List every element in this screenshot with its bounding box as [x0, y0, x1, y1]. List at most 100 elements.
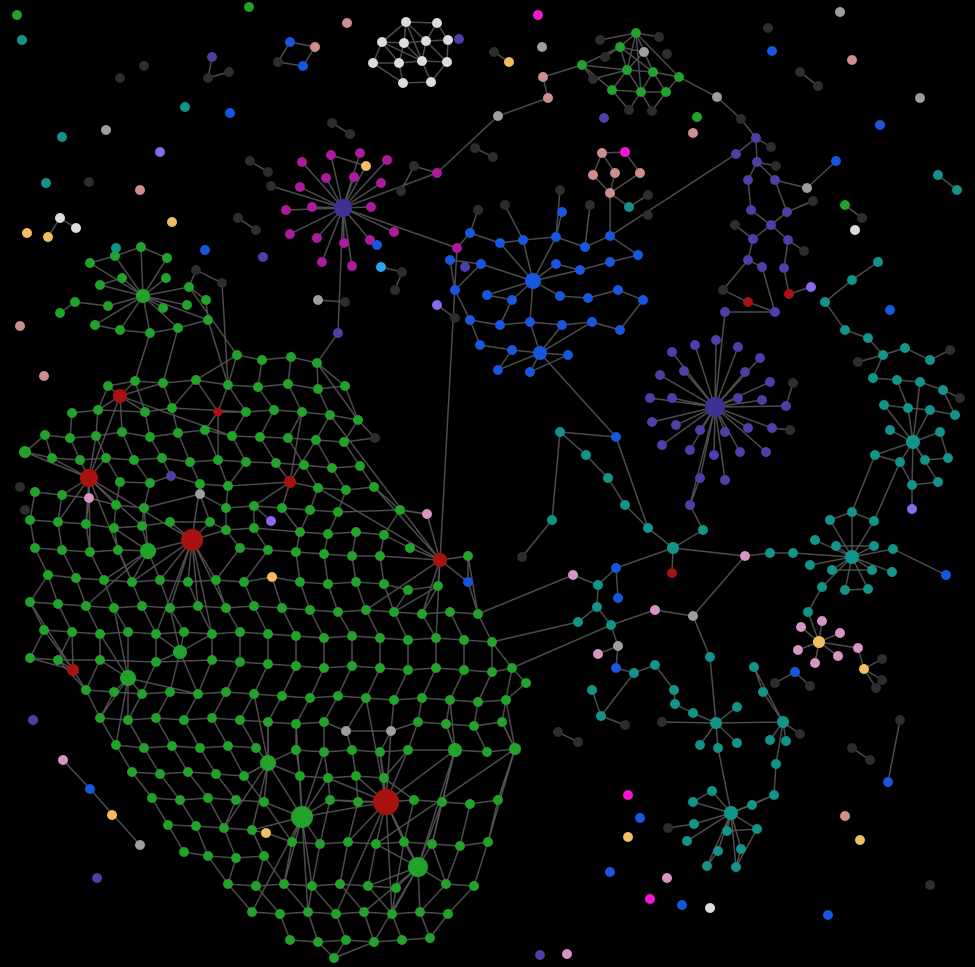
graph-node[interactable]: [779, 263, 789, 273]
graph-node[interactable]: [157, 453, 167, 463]
graph-node[interactable]: [623, 790, 633, 800]
graph-node[interactable]: [869, 541, 879, 551]
graph-node[interactable]: [319, 633, 329, 643]
graph-node[interactable]: [184, 282, 194, 292]
graph-node[interactable]: [788, 548, 798, 558]
graph-node[interactable]: [355, 461, 365, 471]
graph-node[interactable]: [65, 433, 75, 443]
graph-node[interactable]: [343, 837, 353, 847]
graph-node[interactable]: [323, 773, 333, 783]
graph-node[interactable]: [259, 797, 269, 807]
graph-node[interactable]: [179, 847, 189, 857]
graph-node[interactable]: [500, 200, 510, 210]
graph-node[interactable]: [182, 300, 192, 310]
graph-node[interactable]: [747, 800, 757, 810]
graph-node[interactable]: [853, 643, 863, 653]
graph-node[interactable]: [805, 560, 815, 570]
graph-node[interactable]: [403, 635, 413, 645]
graph-node[interactable]: [588, 74, 598, 84]
graph-node[interactable]: [748, 234, 758, 244]
graph-node[interactable]: [869, 516, 879, 526]
graph-node[interactable]: [422, 509, 432, 519]
graph-node[interactable]: [115, 477, 125, 487]
graph-node[interactable]: [669, 685, 679, 695]
graph-node[interactable]: [810, 658, 820, 668]
graph-node[interactable]: [667, 568, 677, 578]
graph-node[interactable]: [749, 662, 759, 672]
graph-node[interactable]: [611, 563, 621, 573]
graph-node[interactable]: [369, 937, 379, 947]
graph-node[interactable]: [600, 52, 610, 62]
graph-node[interactable]: [771, 161, 781, 171]
graph-node[interactable]: [375, 747, 385, 757]
graph-node[interactable]: [823, 910, 833, 920]
graph-node[interactable]: [379, 530, 389, 540]
graph-node[interactable]: [555, 427, 565, 437]
graph-node[interactable]: [661, 87, 671, 97]
graph-node[interactable]: [277, 691, 287, 701]
graph-node[interactable]: [650, 605, 660, 615]
graph-node[interactable]: [615, 325, 625, 335]
graph-node[interactable]: [40, 430, 50, 440]
graph-node[interactable]: [695, 740, 705, 750]
graph-node[interactable]: [261, 828, 271, 838]
graph-node[interactable]: [213, 455, 223, 465]
graph-node[interactable]: [770, 307, 780, 317]
graph-node[interactable]: [207, 629, 217, 639]
graph-node[interactable]: [223, 380, 233, 390]
graph-node[interactable]: [117, 427, 127, 437]
graph-node[interactable]: [109, 523, 119, 533]
graph-node[interactable]: [605, 231, 615, 241]
graph-node[interactable]: [30, 487, 40, 497]
graph-node[interactable]: [109, 603, 119, 613]
graph-node[interactable]: [473, 697, 483, 707]
graph-node[interactable]: [85, 547, 95, 557]
graph-node[interactable]: [221, 687, 231, 697]
graph-node[interactable]: [297, 157, 307, 167]
graph-node[interactable]: [207, 713, 217, 723]
graph-node[interactable]: [263, 545, 273, 555]
graph-node[interactable]: [263, 629, 273, 639]
graph-node[interactable]: [705, 397, 725, 417]
graph-node[interactable]: [611, 663, 621, 673]
graph-node[interactable]: [193, 689, 203, 699]
graph-node[interactable]: [933, 170, 943, 180]
graph-node[interactable]: [507, 295, 517, 305]
graph-node[interactable]: [390, 285, 400, 295]
graph-node[interactable]: [629, 668, 639, 678]
graph-node[interactable]: [369, 482, 379, 492]
graph-node[interactable]: [802, 183, 812, 193]
graph-node[interactable]: [551, 232, 561, 242]
graph-node[interactable]: [217, 278, 227, 288]
graph-node[interactable]: [925, 355, 935, 365]
graph-node[interactable]: [557, 207, 567, 217]
graph-node[interactable]: [103, 381, 113, 391]
graph-node[interactable]: [373, 789, 399, 815]
graph-node[interactable]: [613, 285, 623, 295]
graph-node[interactable]: [371, 839, 381, 849]
graph-node[interactable]: [95, 655, 105, 665]
graph-node[interactable]: [347, 661, 357, 671]
graph-node[interactable]: [161, 273, 171, 283]
graph-node[interactable]: [321, 173, 331, 183]
graph-node[interactable]: [761, 447, 771, 457]
graph-node[interactable]: [162, 253, 172, 263]
graph-node[interactable]: [287, 837, 297, 847]
graph-node[interactable]: [247, 907, 257, 917]
graph-node[interactable]: [173, 323, 183, 333]
graph-node[interactable]: [291, 745, 301, 755]
graph-node[interactable]: [291, 631, 301, 641]
graph-node[interactable]: [781, 401, 791, 411]
graph-node[interactable]: [401, 17, 411, 27]
graph-node[interactable]: [740, 367, 750, 377]
graph-node[interactable]: [137, 689, 147, 699]
graph-node[interactable]: [12, 10, 22, 20]
graph-node[interactable]: [583, 293, 593, 303]
graph-node[interactable]: [707, 786, 717, 796]
graph-node[interactable]: [147, 793, 157, 803]
graph-node[interactable]: [705, 652, 715, 662]
graph-node[interactable]: [255, 432, 265, 442]
graph-node[interactable]: [173, 645, 187, 659]
graph-node[interactable]: [688, 708, 698, 718]
graph-node[interactable]: [767, 423, 777, 433]
